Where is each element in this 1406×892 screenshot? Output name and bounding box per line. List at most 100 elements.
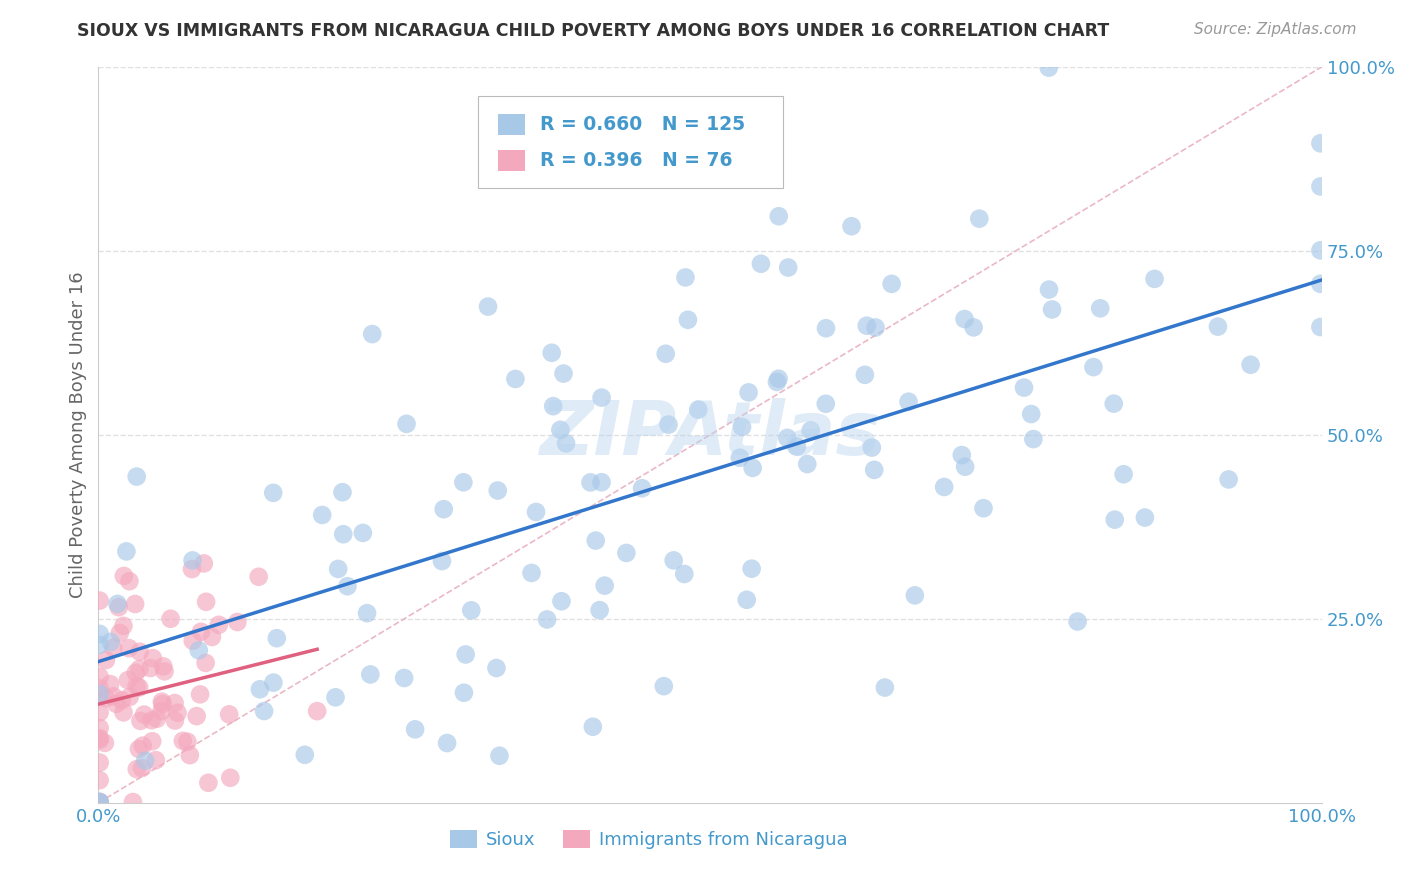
Point [89,670,111,684]
Point [579,475,602,490]
Point [880,277,903,291]
Point [897,394,920,409]
Point [453,475,475,490]
Point [1143,272,1166,286]
Text: R = 0.396   N = 76: R = 0.396 N = 76 [540,151,733,169]
Point [195,595,218,609]
Point [176,735,198,749]
Point [352,525,374,540]
Point [118,574,141,589]
Point [953,459,976,474]
Point [128,742,150,756]
Point [1309,244,1331,258]
Point [89,795,111,809]
Point [141,734,163,748]
Point [540,345,562,359]
Point [454,648,477,662]
Point [266,631,288,645]
Point [460,603,482,617]
Point [1038,283,1060,297]
Point [107,600,129,615]
FancyBboxPatch shape [498,114,526,135]
Point [128,662,150,676]
Point [1066,615,1088,629]
Point [662,553,685,567]
Point [134,707,156,722]
Point [332,527,354,541]
Point [675,270,697,285]
Point [253,704,276,718]
Point [1038,61,1060,75]
Point [631,481,654,495]
Point [332,485,354,500]
Point [436,736,458,750]
Point [486,483,509,498]
Point [187,643,209,657]
Point [731,420,754,434]
Point [112,619,135,633]
Point [307,704,329,718]
Point [125,679,148,693]
Point [1112,467,1135,482]
Point [505,372,527,386]
Point [582,720,605,734]
Point [188,687,211,701]
Point [145,753,167,767]
Point [111,693,134,707]
Point [152,659,174,673]
Point [786,440,808,454]
Point [673,566,696,581]
Point [336,579,359,593]
Point [146,712,169,726]
Point [676,313,699,327]
Point [103,690,125,704]
Point [1309,179,1331,194]
Point [181,633,204,648]
Point [219,771,242,785]
Point [129,714,152,728]
Point [841,219,863,234]
Point [179,748,201,763]
Point [89,795,111,809]
Point [107,597,129,611]
Point [855,318,877,333]
Point [766,375,789,389]
Point [873,681,896,695]
Point [814,397,837,411]
Point [361,327,384,342]
Point [359,667,381,681]
Point [89,795,111,809]
Point [1083,360,1105,375]
Point [201,630,224,644]
Point [593,579,616,593]
Point [262,675,284,690]
Text: SIOUX VS IMMIGRANTS FROM NICARAGUA CHILD POVERTY AMONG BOYS UNDER 16 CORRELATION: SIOUX VS IMMIGRANTS FROM NICARAGUA CHILD… [77,22,1109,40]
Point [197,776,219,790]
Point [404,723,426,737]
Point [768,209,790,223]
Point [654,347,676,361]
Point [741,461,763,475]
Point [132,739,155,753]
Point [550,423,572,437]
Point [311,508,333,522]
Point [1104,513,1126,527]
Text: Source: ZipAtlas.com: Source: ZipAtlas.com [1194,22,1357,37]
Point [124,597,146,611]
Point [934,480,956,494]
Point [94,691,117,706]
Point [588,603,610,617]
Point [89,688,111,702]
Point [89,731,111,745]
Point [737,385,759,400]
Point [969,211,991,226]
Point [105,697,128,711]
Point [94,653,117,667]
Point [853,368,876,382]
Point [163,714,186,728]
Point [591,475,613,490]
Point [1309,320,1331,334]
Point [356,606,378,620]
Point [950,448,973,462]
Point [1309,277,1331,291]
